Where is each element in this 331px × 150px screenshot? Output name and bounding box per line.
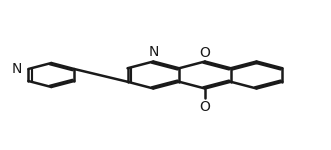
Text: O: O [200, 100, 211, 114]
Text: O: O [200, 46, 211, 60]
Text: N: N [11, 62, 22, 76]
Text: N: N [148, 45, 159, 59]
